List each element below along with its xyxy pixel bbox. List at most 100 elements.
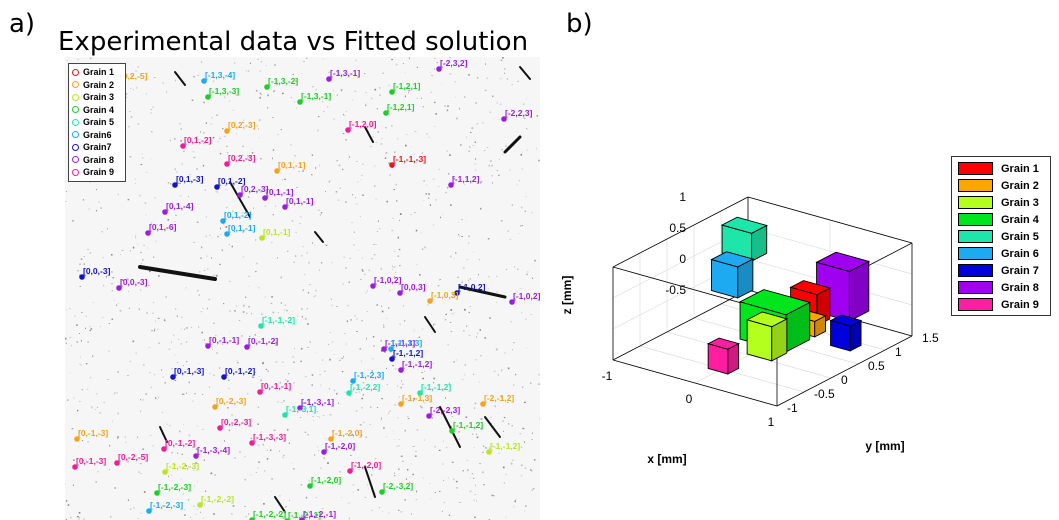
grain-cuboid xyxy=(829,314,863,352)
z-tick-label: 0.5 xyxy=(669,221,686,235)
spot-label: [0,-1,-2] xyxy=(165,438,195,448)
legend-marker-icon xyxy=(72,143,79,151)
spot-label: [-2,3,2] xyxy=(440,58,468,68)
spot-marker: [-1,-2,2] xyxy=(346,382,380,396)
legend-b-entry: Grain 6 xyxy=(958,245,1044,262)
panel-b-label: b) xyxy=(566,9,593,39)
spot-marker: [-1,-1,3] xyxy=(388,338,422,352)
spot-label: [-1,-1,-2] xyxy=(262,315,295,325)
spot-marker: [0,1,-1] xyxy=(224,223,256,237)
legend-swatch-icon xyxy=(958,264,993,277)
legend-swatch-icon xyxy=(958,247,993,260)
spot-label: [0,1,-6] xyxy=(149,222,177,232)
spot-marker: [0,1,-4] xyxy=(162,201,194,215)
spot-marker: [0,1,-2] xyxy=(214,176,246,190)
spot-label: [-1,-1,2] xyxy=(490,441,520,451)
spot-marker: [-1,-3,-3] xyxy=(249,432,286,446)
spot-marker: [0,2,-3] xyxy=(224,120,256,134)
spot-marker: [0,-2,-3] xyxy=(217,417,251,431)
spot-label: [0,1,-4] xyxy=(166,201,194,211)
spot-marker: [0,-1,-3] xyxy=(72,456,106,470)
spot-marker: [-1,0,2] xyxy=(454,282,486,296)
spot-marker: [-1,3,-3] xyxy=(205,86,239,100)
legend-swatch-icon xyxy=(958,281,993,294)
spot-label: [0,2,-3] xyxy=(241,184,269,194)
spot-label: [-1,-1,3] xyxy=(402,393,432,403)
spot-marker: [0,0,-3] xyxy=(116,277,148,291)
spot-marker: [0,1,-1] xyxy=(259,227,291,241)
spot-marker: [-1,1,2] xyxy=(448,174,480,188)
z-tick-label: 1 xyxy=(679,190,686,204)
spot-label: [0,2,-3] xyxy=(228,120,256,130)
legend-a-entry: Grain 2 xyxy=(72,79,122,92)
spot-marker: [0,1,-6] xyxy=(145,222,177,236)
diffraction-image: [0,2,-5] [-1,3,-4] [-1,3,-2] [-1,3,-1] [-2,3… xyxy=(65,57,540,520)
spot-label: [0,2,-5] xyxy=(120,71,148,81)
spot-marker: [-1,-2,3] xyxy=(350,370,384,384)
legend-b-entry: Grain 4 xyxy=(958,211,1044,228)
legend-b-entry: Grain 9 xyxy=(958,296,1044,313)
spot-marker: [-1,-1,2] xyxy=(449,420,483,434)
legend-swatch-icon xyxy=(958,213,993,226)
spot-marker: [-2,-3,2] xyxy=(379,481,413,495)
spot-marker: [0,-1,-2] xyxy=(244,336,278,350)
spot-marker: [0,-1,-1] xyxy=(205,335,239,349)
spot-label: [0,2,-3] xyxy=(228,153,256,163)
spot-marker: [-1,-1,-2] xyxy=(258,315,295,329)
legend-a-entry: Grain 9 xyxy=(72,166,122,179)
legend-a-label: Grain 2 xyxy=(83,79,115,90)
spot-marker: [-1,-1,2] xyxy=(389,348,423,362)
spot-marker: [-1,-3,1] xyxy=(282,404,316,418)
grain-3d-plot: -0.5 0 0.5 1 -1 0 1 -1 -0.5 0 0.5 1 1.5 z [mm] x [mm] y… xyxy=(560,190,939,466)
legend-b-entry: Grain 2 xyxy=(958,177,1044,194)
spot-marker: [0,-1,-3] xyxy=(74,428,108,442)
legend-swatch-icon xyxy=(958,230,993,243)
grain-cuboid xyxy=(710,251,755,299)
spot-label: [-1,2,1] xyxy=(387,102,415,112)
z-tick-label: -0.5 xyxy=(665,283,686,297)
spot-label: [-1,3,-2] xyxy=(268,76,298,86)
spot-marker: [-1,0,2] xyxy=(370,275,402,289)
spot-marker: [-1,2,1] xyxy=(383,102,415,116)
spot-label: [0,1,-2] xyxy=(218,176,246,186)
legend-a-label: Grain 5 xyxy=(83,117,115,128)
spot-label: [0,-1,-1] xyxy=(209,335,239,345)
spot-label: [0,1,-3] xyxy=(176,174,204,184)
spot-label: [-1,-3,1] xyxy=(286,404,316,414)
spot-marker: [0,2,-3] xyxy=(237,184,269,198)
spot-marker: [0,1,-1] xyxy=(262,187,294,201)
legend-a-entry: Grain 4 xyxy=(72,104,122,117)
legend-b-label: Grain 8 xyxy=(1001,281,1039,294)
legend-a-entry: Grain 5 xyxy=(72,116,122,129)
spot-label: [0,1,-1] xyxy=(278,160,306,170)
spot-marker: [-1,-1,2] xyxy=(486,441,520,455)
grain-legend-a: Grain 1 Grain 2 Grain 3 Grain 4 Grain 5 Grain… xyxy=(68,63,126,182)
grain-cuboids xyxy=(706,216,871,375)
spot-marker: [0,1,-1] xyxy=(282,196,314,210)
legend-a-label: Grain 3 xyxy=(83,92,115,103)
spot-marker: [-2,-2,3] xyxy=(426,405,460,419)
grain-cuboid xyxy=(745,311,789,362)
spot-marker: [-1,3,-2] xyxy=(264,76,298,90)
panel-a-title: Experimental data vs Fitted solution xyxy=(58,27,529,57)
spot-marker: [0,1,-3] xyxy=(172,174,204,188)
spot-marker: [-1,-2,-3] xyxy=(146,500,183,514)
spot-label: [0,-2,-3] xyxy=(221,417,251,427)
spot-marker: [0,-2,-3] xyxy=(212,396,246,410)
spot-marker: [0,-1,-2] xyxy=(161,438,195,452)
spot-marker: [-1,0,3] xyxy=(427,290,459,304)
spot-label: [-1,-2,-2] xyxy=(253,509,286,519)
spot-label: [-1,0,2] xyxy=(374,275,402,285)
spot-marker: [-1,-2,0] xyxy=(347,460,381,474)
spot-marker: [-2,3,2] xyxy=(436,58,468,72)
x-tick-label: 0 xyxy=(686,392,693,406)
legend-a-label: Grain 1 xyxy=(83,67,115,78)
spot-marker: [-1,-1,-3] xyxy=(389,154,426,168)
legend-swatch-icon xyxy=(958,162,993,175)
legend-marker-icon xyxy=(72,106,79,114)
spot-label: [0,1,-2] xyxy=(184,135,212,145)
legend-b-label: Grain 3 xyxy=(1001,196,1039,209)
spot-label: [-1,-1,2] xyxy=(421,382,451,392)
spot-marker: [0,2,-3] xyxy=(224,153,256,167)
spot-label: [-1,-1,3] xyxy=(392,338,422,348)
